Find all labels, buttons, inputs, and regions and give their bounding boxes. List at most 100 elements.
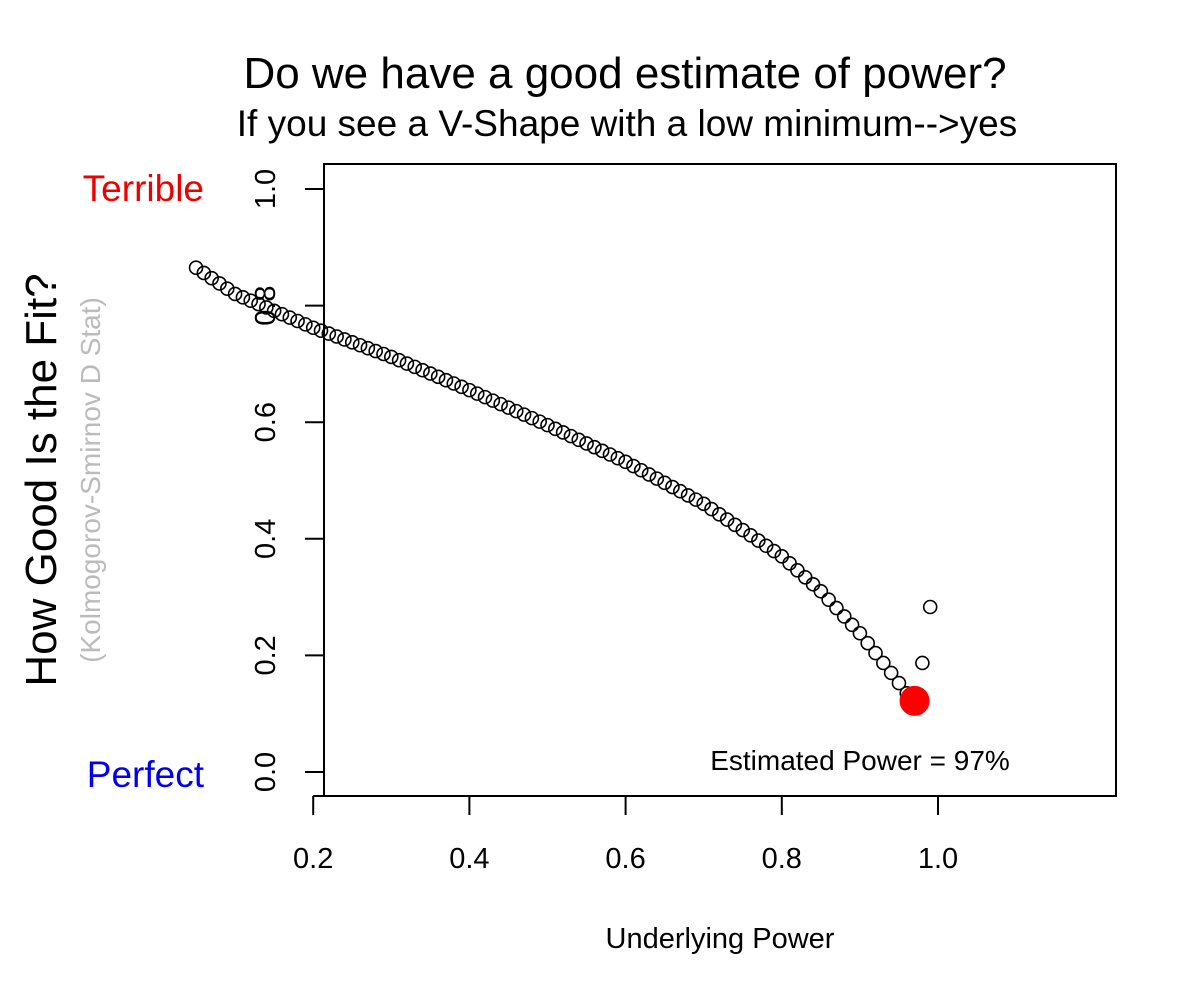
data-point: [321, 326, 337, 341]
data-point: [204, 270, 219, 286]
x-axis: 0.2 0.4 0.6 0.8 1.0: [293, 795, 958, 875]
data-point: [790, 562, 805, 578]
y-axis-secondary-label: (Kolmogorov-Smirnov D Stat): [75, 297, 106, 663]
data-point: [852, 625, 868, 641]
estimated-power-point: [899, 685, 930, 716]
data-point: [602, 447, 618, 462]
data-point: [618, 454, 633, 470]
y-tick-label: 0.0: [250, 752, 282, 792]
data-point: [704, 501, 719, 517]
data-point: [423, 366, 438, 381]
y-bottom-label: Perfect: [87, 754, 205, 795]
data-point: [696, 496, 712, 512]
data-point: [438, 372, 454, 388]
data-point: [352, 337, 368, 353]
data-point: [524, 410, 540, 426]
data-point: [821, 592, 836, 607]
data-point: [548, 421, 563, 437]
data-point: [259, 300, 274, 315]
data-point: [235, 290, 251, 305]
data-point: [251, 296, 266, 312]
y-tick-label: 0.2: [250, 635, 282, 675]
data-point: [290, 313, 305, 329]
data-point: [712, 507, 727, 522]
data-point: [305, 320, 321, 336]
data-point: [805, 576, 821, 592]
data-point: [844, 617, 860, 633]
data-point: [782, 555, 797, 571]
data-point: [532, 414, 547, 429]
x-tick-label: 0.8: [762, 843, 802, 875]
y-tick-label: 0.6: [250, 402, 282, 442]
data-point: [641, 467, 657, 482]
data-point: [743, 528, 758, 543]
data-point: [766, 543, 782, 559]
data-point: [508, 403, 524, 419]
data-point: [915, 655, 930, 671]
data-point: [688, 492, 704, 507]
data-point: [282, 310, 298, 325]
data-point: [891, 675, 907, 691]
data-point: [672, 483, 688, 499]
y-top-label: Terrible: [83, 168, 204, 209]
data-point: [649, 471, 665, 486]
data-point: [462, 382, 477, 398]
data-point: [407, 359, 423, 375]
x-tick-label: 1.0: [918, 843, 958, 875]
data-point: [344, 335, 360, 350]
plot-frame: [323, 163, 1117, 797]
data-point: [758, 538, 774, 554]
data-point: [274, 306, 290, 322]
data-point: [594, 443, 610, 459]
y-tick-label: 0.4: [250, 519, 282, 559]
data-point: [212, 276, 227, 291]
data-point: [391, 352, 407, 368]
data-point: [477, 389, 493, 405]
data-point: [446, 376, 462, 391]
data-point: [516, 407, 532, 422]
data-point: [313, 323, 329, 338]
data-points: [188, 260, 938, 716]
data-point: [633, 462, 649, 478]
data-point: [329, 329, 344, 344]
data-point: [829, 600, 844, 616]
data-point: [751, 533, 766, 548]
data-point: [430, 369, 446, 385]
data-point: [540, 417, 555, 433]
estimated-power-annotation: Estimated Power = 97%: [710, 745, 1010, 776]
y-axis-label: How Good Is the Fit?: [17, 273, 66, 686]
x-tick-label: 0.6: [605, 843, 645, 875]
y-axis: 0.00.20.40.60.81.0: [250, 169, 325, 792]
data-point: [665, 479, 680, 495]
data-point: [469, 386, 485, 401]
data-point: [196, 265, 212, 281]
data-point: [337, 332, 352, 347]
data-point: [735, 522, 751, 538]
data-point: [383, 349, 399, 365]
data-point: [219, 281, 235, 296]
data-point: [836, 609, 852, 624]
data-point: [493, 396, 508, 412]
data-point: [368, 343, 383, 359]
chart-subtitle: If you see a V-Shape with a low minimum-…: [237, 103, 1017, 144]
data-point: [399, 356, 415, 371]
x-tick-label: 0.2: [293, 843, 333, 875]
data-point: [188, 260, 204, 276]
data-point: [610, 450, 626, 466]
chart-title: Do we have a good estimate of power?: [243, 49, 1006, 98]
data-point: [587, 439, 602, 455]
data-point: [626, 458, 641, 474]
data-point: [719, 512, 735, 527]
data-point: [571, 432, 587, 448]
data-point: [266, 303, 282, 319]
data-point: [227, 286, 243, 302]
x-axis-label: Underlying Power: [606, 923, 835, 955]
data-point: [563, 428, 579, 444]
data-point: [298, 317, 313, 332]
data-point: [922, 599, 938, 615]
data-point: [485, 393, 501, 408]
x-tick-label: 0.4: [449, 843, 489, 875]
data-point: [243, 293, 259, 309]
data-point: [376, 346, 391, 362]
